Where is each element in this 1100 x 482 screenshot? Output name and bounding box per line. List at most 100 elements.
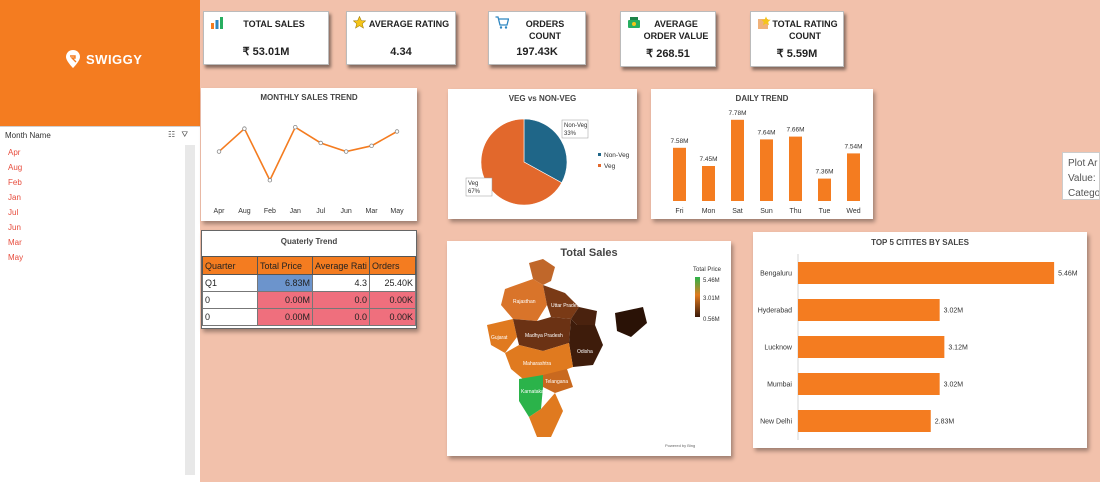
legend-swatch	[598, 153, 601, 156]
map-region-rajasthan[interactable]	[501, 279, 547, 321]
pie-label-box	[465, 177, 493, 197]
map-region-madhya-pradesh[interactable]	[513, 317, 571, 351]
swiggy-pin-icon	[66, 50, 80, 68]
x-tick-label: Wed	[846, 208, 860, 215]
top-cities-card: TOP 5 CITITES BY SALES Bengaluru 5.46M Hyd…	[753, 232, 1087, 448]
table-cell: 6.83M	[257, 274, 313, 292]
data-label: 7.58M	[670, 138, 688, 145]
data-label: 7.64M	[757, 129, 775, 136]
x-tick-label: Thu	[789, 208, 801, 215]
x-tick-label: Sun	[760, 208, 773, 215]
legend-swatch	[598, 164, 601, 167]
pie-slice	[523, 118, 568, 184]
data-point	[343, 149, 349, 154]
monthly-sales-chart: Apr Aug Feb Jan Jul Jun Mar May	[214, 125, 404, 215]
daily-trend-chart: 7.58M Fri 7.45M Mon 7.78M Sat 7.64M Sun 7.66M Thu…	[670, 110, 862, 215]
kpi-title: TOTAL RATING COUNT	[772, 19, 838, 41]
map-label: Odisha	[577, 349, 593, 355]
map-label: Gujarat	[491, 335, 508, 341]
quarterly-table: Quarter Total Price Average Rati Orders …	[202, 256, 416, 326]
x-tick-label: Mar	[366, 208, 379, 215]
x-tick-label: Tue	[819, 208, 831, 215]
x-tick-label: Aug	[238, 208, 251, 215]
slicer-item[interactable]: Feb	[8, 178, 22, 187]
map-legend-tick: 0.56M	[703, 317, 720, 323]
x-tick-label: Jun	[340, 208, 351, 215]
bar	[798, 410, 931, 432]
map-region-chhattisgarh-odisha[interactable]	[569, 319, 603, 367]
india-sales-map[interactable]: Rajasthan Madhya Pradesh Uttar Pradesh M…	[447, 241, 731, 456]
bar	[798, 336, 945, 358]
kpi-value: 4.34	[390, 46, 412, 58]
x-tick-label: Sat	[732, 208, 743, 215]
slicer-item[interactable]: Jul	[8, 208, 19, 217]
map-credit: Powered by Bing	[665, 443, 695, 448]
kpi-value: ₹ 53.01M	[242, 46, 290, 58]
column-header: Orders	[369, 256, 416, 275]
slicer-scrollbar[interactable]	[185, 145, 195, 475]
map-region-south[interactable]	[529, 393, 563, 437]
table-header-row: Quarter Total Price Average Rati Orders	[202, 256, 416, 275]
y-tick-label: New Delhi	[760, 419, 792, 426]
kpi-title: TOTAL SALES	[243, 19, 305, 29]
map-label: Telangana	[545, 379, 568, 385]
map-region-telangana[interactable]	[543, 369, 573, 393]
bar	[789, 136, 802, 201]
data-point	[394, 129, 400, 134]
slicer-item[interactable]: Apr	[8, 148, 21, 157]
kpi-value: 197.43K	[516, 46, 558, 58]
table-cell: 0.00K	[369, 291, 416, 309]
map-label: Maharashtra	[523, 361, 551, 367]
star-icon	[353, 16, 366, 29]
x-tick-label: Jan	[290, 208, 301, 215]
data-point	[318, 140, 323, 146]
kpi-value: ₹ 268.51	[646, 48, 690, 60]
slicer-item[interactable]: Jun	[8, 223, 21, 232]
map-region-bihar[interactable]	[571, 307, 597, 325]
slicer-header: Month Name	[5, 131, 51, 140]
table-row: Q1 6.83M 4.3 25.40K	[202, 274, 416, 292]
data-label: 7.78M	[728, 110, 746, 117]
table-cell: 0.00K	[369, 308, 416, 326]
map-region-north[interactable]	[529, 259, 555, 285]
column-header: Average Rati	[312, 256, 370, 275]
table-cell: 0.00M	[257, 308, 313, 326]
kpi-orders-count: ORDERS COUNT 197.43K	[488, 11, 586, 65]
map-region-karnataka[interactable]	[519, 375, 543, 417]
data-label: 3.02M	[944, 382, 964, 389]
x-tick-label: May	[390, 208, 404, 215]
data-label: 2.83M	[935, 419, 955, 426]
map-region-gujarat[interactable]	[487, 319, 517, 353]
tooltip-line: Plot Ar	[1068, 158, 1098, 169]
map-region-maharashtra[interactable]	[505, 343, 573, 379]
chart-title: DAILY TREND	[735, 94, 789, 103]
chart-title: MONTHLY SALES TREND	[260, 93, 358, 102]
legend-entry: Non-Veg	[604, 152, 630, 159]
x-tick-label: Fri	[675, 208, 684, 215]
bar	[798, 373, 940, 395]
map-region-uttar-pradesh[interactable]	[543, 285, 579, 319]
map-label: Rajasthan	[513, 299, 536, 305]
slicer-item[interactable]: Mar	[8, 238, 22, 247]
map-legend-tick: 3.01M	[703, 296, 720, 302]
legend-entry: Veg	[604, 163, 616, 170]
map-region-northeast[interactable]	[615, 307, 647, 337]
data-label: 7.45M	[699, 156, 717, 163]
slicer-item[interactable]: May	[8, 253, 24, 262]
veg-nonveg-chart: Non-Veg 33% Non-Veg Veg 67% Veg	[465, 118, 630, 206]
slicer-item[interactable]: Jan	[8, 193, 21, 202]
slicer-item[interactable]: Aug	[8, 163, 23, 172]
table-cell: 4.3	[312, 274, 370, 292]
money-icon	[628, 17, 640, 28]
brand-panel: SWIGGY	[0, 0, 200, 126]
x-tick-label: Feb	[264, 208, 276, 215]
bar	[798, 299, 940, 321]
daily-trend-card: DAILY TREND 7.58M Fri 7.45M Mon 7.78M Sat 7.64…	[651, 89, 873, 219]
bar	[760, 139, 773, 201]
kpi-value: ₹ 5.59M	[776, 48, 818, 60]
pie-data-label: 33%	[564, 131, 577, 137]
kpi-average-order-value: AVERAGE ORDER VALUE ₹ 268.51	[620, 11, 716, 67]
bar	[847, 153, 860, 201]
slicer-filter-icons[interactable]: ☷ ⛛	[168, 130, 191, 139]
column-header: Total Price	[257, 256, 313, 275]
